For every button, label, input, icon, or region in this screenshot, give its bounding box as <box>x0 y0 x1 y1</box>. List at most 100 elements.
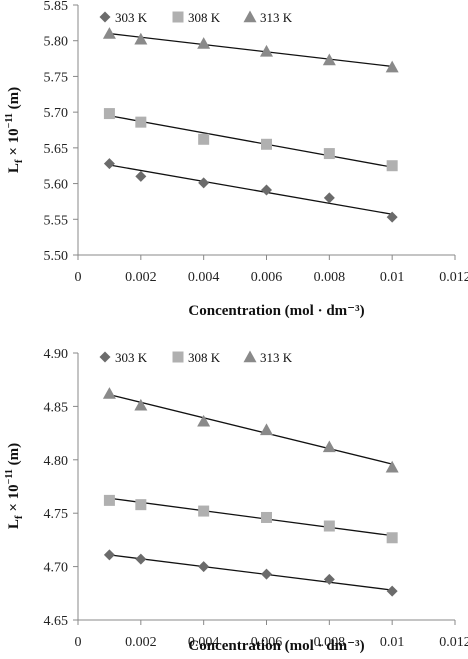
legend-item: 313 K <box>243 10 293 25</box>
legend-item: 313 K <box>243 350 293 365</box>
legend-marker <box>243 10 257 23</box>
legend-marker <box>172 351 184 363</box>
data-point <box>386 585 398 597</box>
legend-marker <box>172 11 184 23</box>
y-tick-label: 4.75 <box>44 507 69 522</box>
data-point <box>103 549 115 561</box>
legend-label: 303 K <box>115 350 148 365</box>
data-point <box>198 505 210 517</box>
y-tick-label: 4.80 <box>44 454 69 469</box>
x-axis-label: Concentration (mol · dm⁻³) <box>188 303 364 319</box>
data-point <box>322 440 336 453</box>
y-tick-label: 5.85 <box>44 0 69 14</box>
legend-label: 308 K <box>188 10 221 25</box>
y-tick-label: 5.60 <box>44 178 69 193</box>
y-tick-label: 5.50 <box>44 249 69 264</box>
legend-item: 303 K <box>99 350 148 365</box>
legend-label: 313 K <box>260 350 293 365</box>
legend-item: 303 K <box>99 10 148 25</box>
data-point <box>197 414 211 427</box>
chart-bottom: 4.65 4.70 4.75 4.80 4.85 4.90 0 0.002 0.004 0.006… <box>4 347 468 654</box>
data-point <box>261 511 272 523</box>
data-point <box>385 460 399 473</box>
data-point <box>135 116 147 128</box>
x-tick-label: 0.006 <box>251 270 283 285</box>
y-tick-label: 5.75 <box>44 70 69 85</box>
data-point <box>323 520 335 532</box>
data-point <box>197 37 211 49</box>
y-tick-label: 5.55 <box>44 213 69 228</box>
series-303k <box>103 158 398 223</box>
series-313k <box>102 27 399 73</box>
data-point <box>198 561 210 573</box>
legend-marker <box>243 350 257 363</box>
data-point <box>260 44 273 57</box>
data-point <box>134 398 148 411</box>
y-tick-label: 5.80 <box>44 35 69 50</box>
data-point <box>261 568 272 580</box>
trend-line <box>109 394 393 465</box>
x-tick-label: 0.01 <box>380 635 405 650</box>
data-point <box>135 553 147 565</box>
x-tick-label: 0.008 <box>314 270 346 285</box>
trend-line <box>109 164 393 215</box>
trend-line <box>109 554 393 591</box>
legend-label: 303 K <box>115 10 148 25</box>
x-tick-label: 0.004 <box>188 635 220 650</box>
trend-line <box>109 115 393 168</box>
y-axis-label: Lf × 10−11 (m) <box>4 87 25 173</box>
x-tick-label: 0.006 <box>251 635 283 650</box>
trend-line <box>109 497 393 537</box>
y-tick-label: 4.85 <box>44 400 69 415</box>
data-point <box>134 32 148 45</box>
data-point <box>102 387 116 399</box>
series-308k <box>103 108 398 172</box>
trend-line <box>109 32 393 68</box>
x-axis-label: Concentration (mol · dm⁻³) <box>188 638 364 654</box>
y-tick-label: 5.70 <box>44 106 69 121</box>
data-point <box>198 177 210 189</box>
data-point <box>386 160 398 172</box>
series-303k <box>103 549 398 597</box>
data-point <box>323 192 335 204</box>
series-313k <box>102 387 399 473</box>
x-tick-label: 0.012 <box>439 635 468 650</box>
data-point <box>386 532 398 544</box>
data-point <box>103 158 115 170</box>
y-tick-label: 4.90 <box>44 347 69 362</box>
data-point <box>135 170 147 182</box>
y-tick-label: 5.65 <box>44 142 69 157</box>
x-tick-label: 0 <box>75 270 82 285</box>
data-point <box>135 499 147 511</box>
data-point <box>323 148 335 160</box>
legend-marker <box>99 11 111 23</box>
y-tick-label: 4.65 <box>44 614 69 629</box>
x-tick-label: 0.004 <box>188 270 220 285</box>
legend-label: 308 K <box>188 350 221 365</box>
y-axis-label: Lf × 10−11 (m) <box>4 443 25 529</box>
data-point <box>385 60 399 73</box>
data-point <box>386 211 398 223</box>
data-point <box>261 184 272 196</box>
chart-top: 5.50 5.55 5.60 5.65 5.70 5.75 5.80 5.85 0 0.002 0.… <box>4 0 468 319</box>
x-tick-label: 0.002 <box>125 270 157 285</box>
data-point <box>260 423 273 436</box>
data-point <box>323 573 335 585</box>
x-tick-label: 0.008 <box>314 635 346 650</box>
data-point <box>103 494 115 506</box>
x-tick-label: 0 <box>75 635 82 650</box>
y-tick-label: 4.70 <box>44 561 69 576</box>
legend-item: 308 K <box>172 10 221 25</box>
legend-item: 308 K <box>172 350 221 365</box>
x-tick-label: 0.002 <box>125 635 157 650</box>
x-tick-label: 0.012 <box>439 270 468 285</box>
data-point <box>322 53 336 66</box>
series-308k <box>103 494 398 544</box>
data-point <box>102 27 116 39</box>
data-point <box>103 108 115 120</box>
legend-label: 313 K <box>260 10 293 25</box>
legend-marker <box>99 351 111 363</box>
data-point <box>261 138 272 150</box>
data-point <box>198 133 210 145</box>
